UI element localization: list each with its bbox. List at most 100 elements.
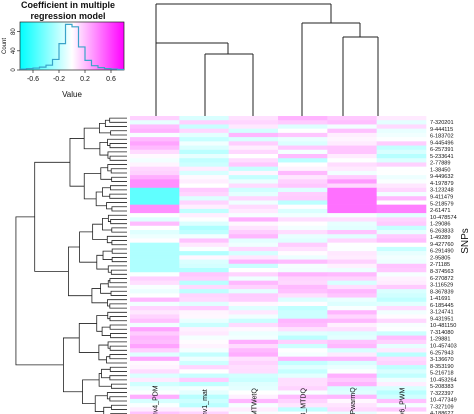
heatmap-cell <box>179 394 229 400</box>
heatmap-cell <box>376 208 427 214</box>
heatmap-cell <box>228 213 279 218</box>
row-dendro-branch <box>79 231 97 263</box>
heatmap-cell <box>179 335 229 341</box>
heatmap-cell <box>130 132 180 138</box>
heatmap-cell <box>376 179 427 184</box>
heatmap-cell <box>278 369 328 374</box>
heatmap-cell <box>278 280 328 286</box>
heatmap-cell <box>278 128 328 134</box>
heatmap-cell <box>179 132 229 138</box>
heatmap-cell <box>179 208 229 214</box>
heatmap-cell <box>179 272 229 277</box>
heatmap-cell <box>376 246 427 252</box>
heatmap-cell <box>228 238 279 243</box>
heatmap-cell <box>130 306 180 311</box>
heatmap-cell <box>278 398 328 404</box>
row-dendro-branch <box>109 143 127 149</box>
heatmap-cell <box>130 382 180 387</box>
key-x-axis: -0.6 -0.2 0.2 0.6 <box>27 70 116 83</box>
heatmap-cells <box>130 116 427 414</box>
row-label: 10-477349 <box>430 398 457 404</box>
heatmap-cell <box>130 390 180 395</box>
heatmap-cell <box>278 297 328 303</box>
heatmap-cell <box>278 318 328 324</box>
heatmap-cell <box>278 238 328 243</box>
heatmap-cell <box>327 263 377 269</box>
heatmap-cell <box>130 158 180 163</box>
heatmap-cell <box>179 204 229 210</box>
column-labels: env4_PDM env1_mat _MTWetQ v3_MTDQ i_PwarmQ nv… <box>153 385 407 414</box>
heatmap-cell <box>130 322 180 328</box>
row-dendro-branch <box>94 395 108 412</box>
row-dendro-branch <box>109 324 127 330</box>
row-label: 2-77889 <box>430 161 451 167</box>
heatmap-cell <box>278 162 328 167</box>
heatmap-cell <box>376 238 427 243</box>
heatmap-cell <box>376 289 427 294</box>
heatmap-cell <box>376 272 427 277</box>
heatmap-cell <box>278 149 328 155</box>
heatmap-cell <box>327 166 377 172</box>
heatmap-cell <box>228 221 279 227</box>
heatmap-cell <box>130 238 180 243</box>
heatmap-cell <box>327 132 377 138</box>
heatmap-cell <box>376 398 427 404</box>
heatmap-cell <box>228 246 279 252</box>
heatmap-cell <box>228 263 279 269</box>
key-y-label: Count <box>2 38 8 54</box>
heatmap-cell <box>179 187 229 193</box>
heatmap-cell <box>179 137 229 142</box>
row-label: 8-353190 <box>430 364 454 370</box>
heatmap-cell <box>327 204 377 210</box>
heatmap-cell <box>278 251 328 256</box>
heatmap-cell <box>278 344 328 349</box>
heatmap-cell <box>179 310 229 315</box>
heatmap-cell <box>130 234 180 239</box>
heatmap-cell <box>179 314 229 319</box>
heatmap-cell <box>130 251 180 256</box>
heatmap-cell <box>228 145 279 151</box>
heatmap-cell <box>327 246 377 252</box>
row-dendro-branch <box>34 161 70 272</box>
heatmap-cell <box>228 293 279 298</box>
row-labels: 7-3202019-4441156-1837029-4454966-257391… <box>430 120 457 414</box>
heatmap-cell <box>376 213 427 218</box>
heatmap-cell <box>179 217 229 222</box>
row-label: 4-197879 <box>430 181 454 187</box>
row-label: 2-61471 <box>430 208 451 214</box>
row-dendro-branch <box>107 311 127 320</box>
column-label: _MTWetQ <box>251 388 258 414</box>
heatmap-cell <box>376 145 427 151</box>
heatmap-cell <box>327 128 377 134</box>
row-label: 6-270872 <box>430 276 454 282</box>
heatmap-cell <box>228 339 279 345</box>
row-label: 5-233641 <box>430 154 454 160</box>
heatmap-cell <box>228 327 279 332</box>
heatmap-cell <box>376 204 427 210</box>
heatmap-cell <box>327 175 377 180</box>
row-label: 5-208383 <box>430 384 454 390</box>
heatmap-cell <box>228 242 279 248</box>
row-label: 2-95805 <box>430 255 451 261</box>
heatmap-cell <box>327 149 377 155</box>
row-label: 7-327109 <box>430 404 454 410</box>
heatmap-cell <box>278 170 328 176</box>
heatmap-cell <box>278 365 328 370</box>
heatmap-cell <box>376 120 427 125</box>
col-dendro-right <box>301 22 361 116</box>
heatmap-cell <box>327 183 377 189</box>
heatmap-cell <box>130 356 180 362</box>
row-dendro-branch <box>100 283 112 294</box>
heatmap-cell <box>376 251 427 256</box>
heatmap-cell <box>376 327 427 332</box>
heatmap-cell <box>228 314 279 319</box>
heatmap-cell <box>228 301 279 307</box>
heatmap-cell <box>376 166 427 172</box>
heatmap-cell <box>228 192 279 197</box>
heatmap-cell <box>278 382 328 387</box>
heatmap-cell <box>376 310 427 315</box>
heatmap-cell <box>327 394 377 400</box>
row-dendro-branch <box>111 257 127 263</box>
heatmap-cell <box>376 394 427 400</box>
